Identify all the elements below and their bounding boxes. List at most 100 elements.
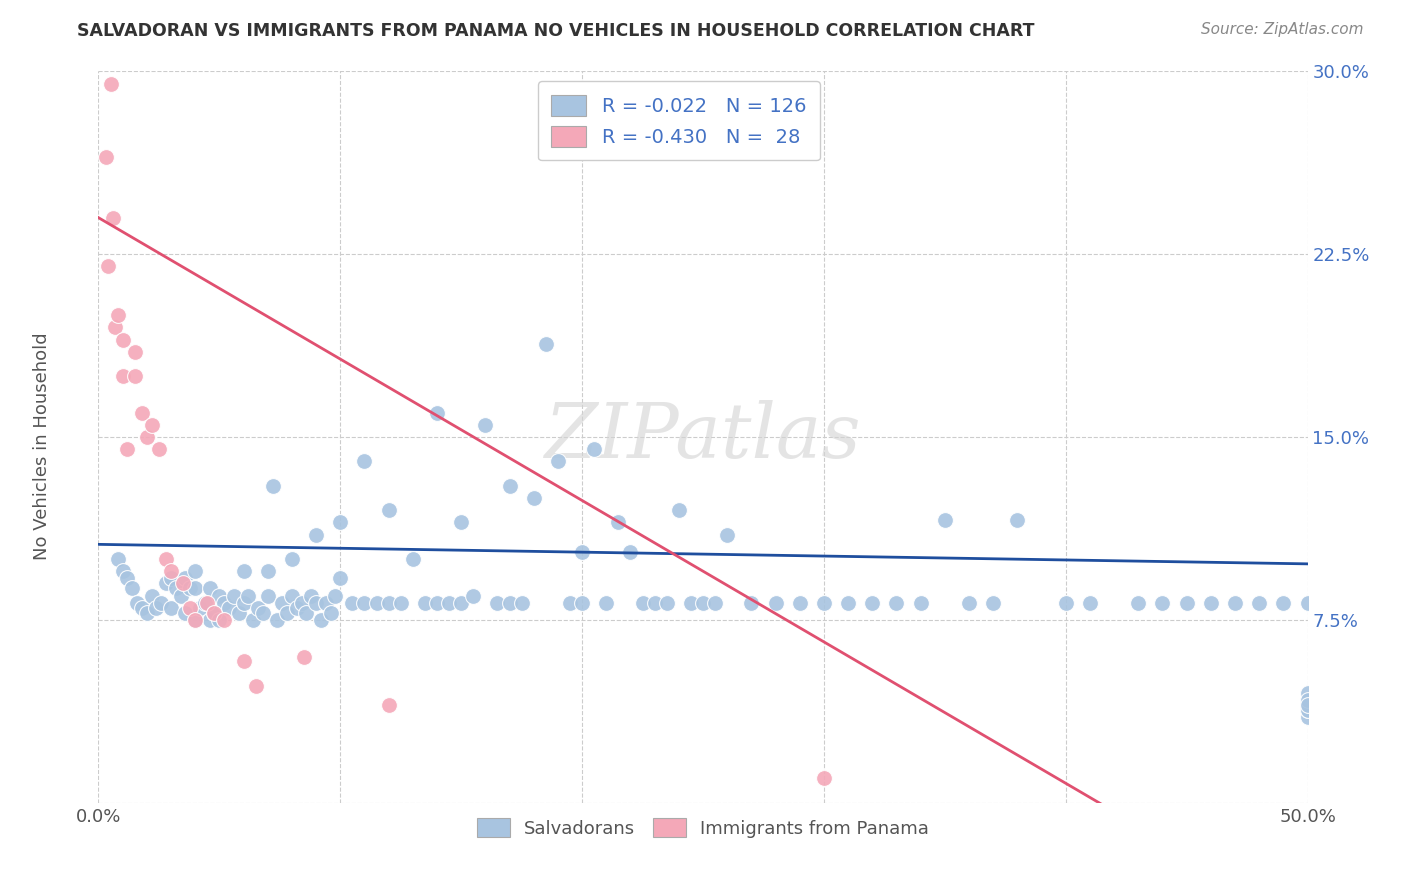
Point bbox=[212, 613, 235, 627]
Point bbox=[184, 613, 207, 627]
Point bbox=[631, 596, 654, 610]
Point bbox=[668, 503, 690, 517]
Point bbox=[644, 596, 666, 610]
Point bbox=[319, 606, 342, 620]
Point bbox=[174, 572, 197, 586]
Point bbox=[232, 654, 254, 668]
Point bbox=[534, 337, 557, 351]
Point bbox=[377, 503, 399, 517]
Point bbox=[266, 613, 288, 627]
Point bbox=[184, 581, 207, 595]
Point bbox=[389, 596, 412, 610]
Point bbox=[100, 77, 122, 91]
Point bbox=[169, 589, 191, 603]
Point bbox=[281, 552, 304, 566]
Point bbox=[547, 454, 569, 468]
Point bbox=[789, 596, 811, 610]
Point bbox=[155, 552, 177, 566]
Point bbox=[957, 596, 980, 610]
Point bbox=[325, 589, 347, 603]
Point bbox=[165, 581, 187, 595]
Point bbox=[121, 581, 143, 595]
Point bbox=[104, 320, 127, 334]
Point bbox=[571, 544, 593, 558]
Point bbox=[131, 600, 153, 615]
Point bbox=[437, 596, 460, 610]
Point bbox=[245, 679, 267, 693]
Point bbox=[271, 596, 294, 610]
Point bbox=[262, 479, 284, 493]
Point bbox=[290, 596, 312, 610]
Point bbox=[329, 572, 352, 586]
Point bbox=[1054, 596, 1077, 610]
Point bbox=[160, 572, 183, 586]
Point bbox=[607, 516, 630, 530]
Point bbox=[1296, 710, 1319, 724]
Point bbox=[111, 369, 134, 384]
Point bbox=[150, 596, 173, 610]
Point bbox=[860, 596, 883, 610]
Point bbox=[353, 596, 375, 610]
Point bbox=[148, 442, 170, 457]
Point bbox=[299, 589, 322, 603]
Point bbox=[160, 564, 183, 578]
Point bbox=[463, 589, 485, 603]
Point bbox=[107, 552, 129, 566]
Point bbox=[247, 600, 270, 615]
Point bbox=[145, 600, 167, 615]
Point bbox=[910, 596, 932, 610]
Point bbox=[212, 596, 235, 610]
Point bbox=[135, 606, 157, 620]
Point bbox=[111, 564, 134, 578]
Point bbox=[813, 596, 835, 610]
Point bbox=[94, 150, 117, 164]
Point bbox=[934, 513, 956, 527]
Point bbox=[305, 527, 328, 541]
Point bbox=[692, 596, 714, 610]
Point bbox=[377, 596, 399, 610]
Point bbox=[292, 649, 315, 664]
Legend: Salvadorans, Immigrants from Panama: Salvadorans, Immigrants from Panama bbox=[470, 811, 936, 845]
Point bbox=[117, 442, 139, 457]
Point bbox=[619, 544, 641, 558]
Point bbox=[740, 596, 762, 610]
Point bbox=[498, 596, 520, 610]
Point bbox=[510, 596, 533, 610]
Point bbox=[252, 606, 274, 620]
Point bbox=[679, 596, 702, 610]
Point bbox=[256, 564, 278, 578]
Point bbox=[188, 600, 211, 615]
Point bbox=[486, 596, 509, 610]
Point bbox=[1296, 703, 1319, 717]
Point bbox=[117, 572, 139, 586]
Point bbox=[295, 606, 318, 620]
Point bbox=[402, 552, 425, 566]
Point bbox=[583, 442, 606, 457]
Point bbox=[195, 596, 218, 610]
Point bbox=[172, 576, 194, 591]
Point bbox=[981, 596, 1004, 610]
Point bbox=[1296, 693, 1319, 707]
Text: Source: ZipAtlas.com: Source: ZipAtlas.com bbox=[1201, 22, 1364, 37]
Point bbox=[342, 596, 364, 610]
Point bbox=[228, 606, 250, 620]
Point bbox=[1249, 596, 1271, 610]
Point bbox=[523, 491, 546, 505]
Point bbox=[837, 596, 859, 610]
Point bbox=[127, 596, 149, 610]
Point bbox=[366, 596, 388, 610]
Text: SALVADORAN VS IMMIGRANTS FROM PANAMA NO VEHICLES IN HOUSEHOLD CORRELATION CHART: SALVADORAN VS IMMIGRANTS FROM PANAMA NO … bbox=[77, 22, 1035, 40]
Point bbox=[309, 613, 332, 627]
Point bbox=[353, 454, 375, 468]
Point bbox=[571, 596, 593, 610]
Point bbox=[450, 596, 472, 610]
Point bbox=[160, 600, 183, 615]
Point bbox=[179, 600, 201, 615]
Point bbox=[208, 613, 231, 627]
Point bbox=[232, 564, 254, 578]
Text: No Vehicles in Household: No Vehicles in Household bbox=[34, 332, 51, 560]
Point bbox=[198, 613, 221, 627]
Point bbox=[1296, 596, 1319, 610]
Point bbox=[450, 516, 472, 530]
Point bbox=[474, 417, 496, 432]
